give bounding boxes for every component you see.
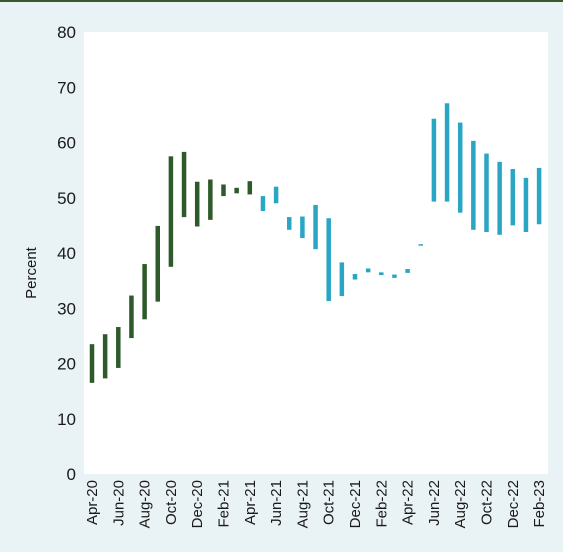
y-tick-label: 20: [57, 355, 76, 374]
x-tick-label: Apr-20: [84, 480, 101, 525]
x-tick-label: Aug-20: [137, 480, 154, 528]
range-bar: [287, 217, 292, 230]
bars: [89, 103, 542, 383]
range-bar: [484, 153, 489, 233]
range-bar: [300, 216, 305, 239]
x-tick-label: Aug-21: [294, 480, 311, 528]
range-bar: [116, 327, 121, 368]
range-bar: [471, 140, 476, 230]
x-tick-label: Dec-21: [347, 480, 364, 528]
range-bar: [431, 118, 437, 202]
x-tick-label: Apr-21: [242, 480, 259, 525]
range-bar: [194, 181, 200, 227]
range-bar: [405, 269, 410, 273]
x-tick-label: Feb-21: [216, 480, 233, 528]
range-bar: [365, 268, 371, 273]
x-tick-label: Jun-21: [268, 480, 285, 526]
x-tick-label: Jun-22: [426, 480, 443, 526]
range-bar: [392, 274, 397, 278]
range-bar: [339, 262, 345, 297]
y-tick-label: 10: [57, 410, 76, 429]
range-bar: [418, 244, 423, 246]
y-tick-label: 80: [57, 23, 76, 42]
y-tick-label: 30: [57, 299, 76, 318]
y-axis-ticks: 0 10 20 30 40 50 60 70 80: [57, 23, 76, 484]
x-tick-label: Oct-20: [163, 480, 180, 525]
x-tick-label: Dec-20: [189, 480, 206, 528]
range-bar: [129, 295, 134, 339]
range-bar: [260, 196, 266, 212]
x-tick-label: Dec-22: [505, 480, 522, 528]
range-bar: [234, 187, 239, 194]
y-tick-label: 40: [57, 244, 76, 263]
range-bar: [523, 177, 529, 233]
range-bar: [273, 186, 279, 204]
x-tick-label: Feb-22: [373, 480, 390, 528]
x-tick-label: Apr-22: [400, 480, 417, 525]
range-bar: [221, 184, 226, 197]
y-tick-label: 50: [57, 189, 76, 208]
range-bar: [444, 103, 450, 202]
range-bar: [379, 272, 384, 276]
x-axis-ticks: Apr-20 Jun-20 Aug-20 Oct-20 Dec-20 Feb-21 Apr-…: [84, 480, 548, 528]
range-bar: [208, 179, 213, 220]
range-bar: [155, 225, 160, 302]
y-tick-label: 60: [57, 134, 76, 153]
range-bar: [536, 167, 542, 225]
plot-area: [84, 32, 548, 474]
range-bar: [247, 181, 253, 195]
y-axis-title: Percent: [23, 246, 40, 299]
range-bar: [142, 264, 147, 320]
range-bar: [89, 344, 95, 383]
range-bar: [168, 156, 174, 267]
range-bar: [313, 204, 318, 250]
range-bar: [510, 169, 516, 226]
x-tick-label: Oct-22: [479, 480, 496, 525]
range-bar: [457, 122, 463, 213]
x-tick-label: Jun-20: [110, 480, 127, 526]
range-bar: [181, 151, 187, 218]
x-tick-label: Oct-21: [321, 480, 338, 525]
range-bar: [326, 218, 331, 302]
range-bar: [497, 161, 502, 235]
x-tick-label: Feb-23: [531, 480, 548, 528]
x-tick-label: Aug-22: [452, 480, 469, 528]
range-bar: [102, 334, 108, 379]
y-tick-label: 0: [67, 465, 76, 484]
y-tick-label: 70: [57, 78, 76, 97]
range-bar: [352, 273, 358, 280]
